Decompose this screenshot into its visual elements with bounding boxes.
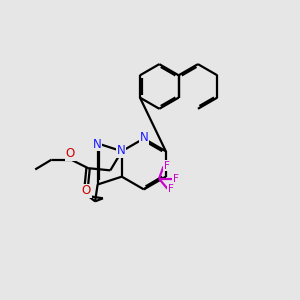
Text: N: N (117, 144, 125, 157)
Text: F: F (173, 174, 179, 184)
Text: O: O (82, 184, 91, 197)
Text: N: N (140, 131, 148, 144)
Text: O: O (66, 148, 75, 160)
Text: N: N (93, 137, 101, 151)
Text: F: F (168, 184, 173, 194)
Text: F: F (164, 161, 169, 171)
